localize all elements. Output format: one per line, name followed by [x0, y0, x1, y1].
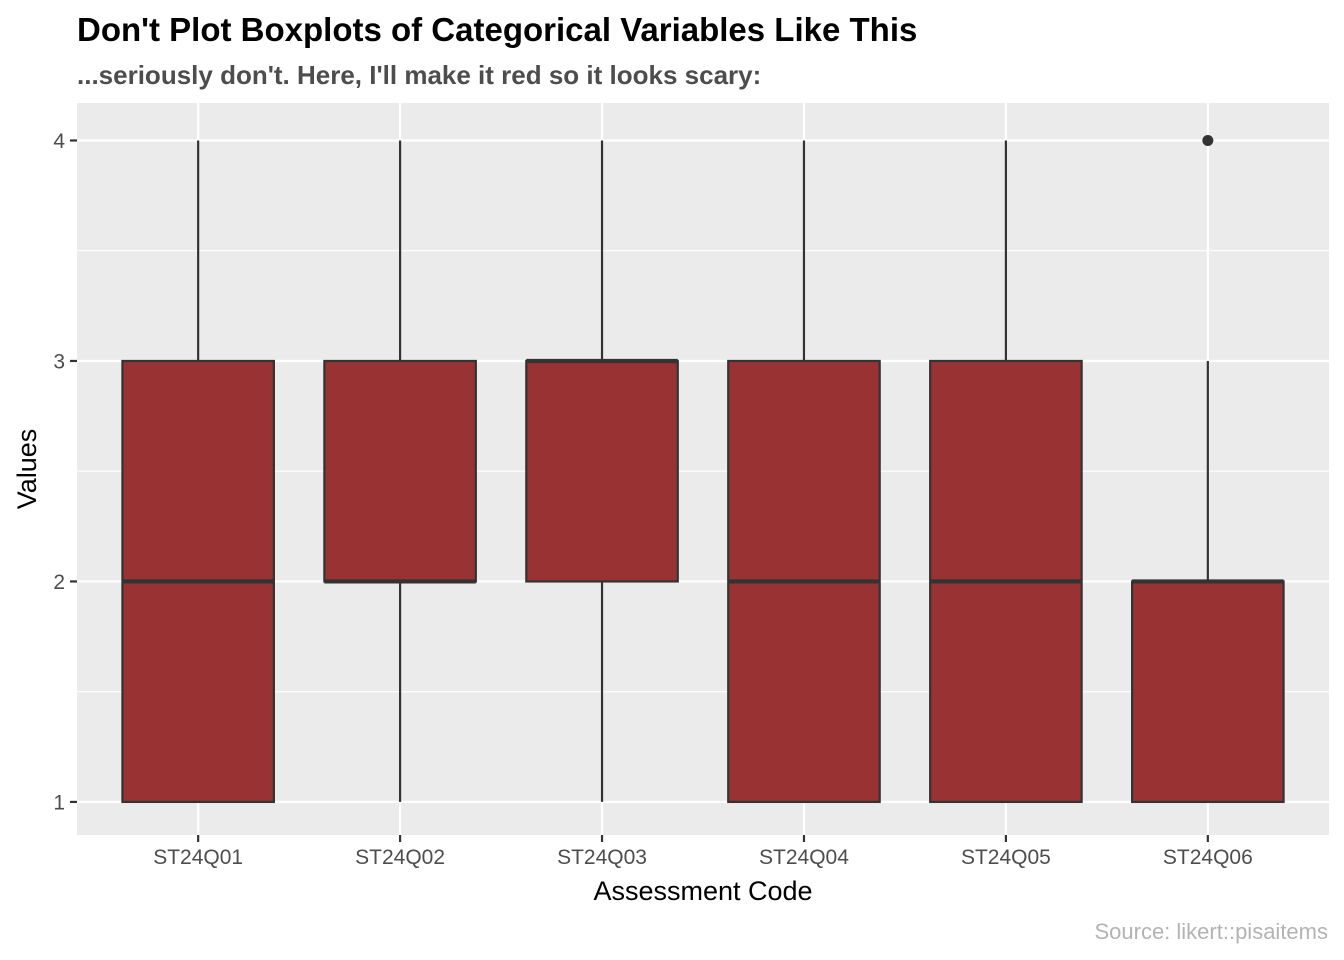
- y-tick-label: 3: [53, 350, 65, 373]
- plot-panel: [77, 103, 1329, 835]
- box-ST24Q06: [1131, 134, 1285, 804]
- box-body: [323, 359, 477, 583]
- box-body: [1131, 580, 1285, 804]
- x-tick-label: ST24Q04: [759, 846, 849, 869]
- chart-subtitle: ...seriously don't. Here, I'll make it r…: [77, 60, 761, 90]
- box-ST24Q03: [525, 140, 679, 802]
- y-tick-label: 2: [53, 571, 65, 594]
- chart-title: Don't Plot Boxplots of Categorical Varia…: [77, 11, 917, 48]
- x-axis-title: Assessment Code: [593, 876, 812, 906]
- box-ST24Q02: [323, 140, 477, 802]
- box-ST24Q04: [727, 140, 881, 804]
- y-tick-label: 4: [53, 130, 65, 153]
- axes: 1 2 3 4 ST24Q01 ST24Q02 ST24Q03 ST24Q04 ST24Q05 S…: [53, 130, 1252, 869]
- x-tick-label: ST24Q06: [1163, 846, 1253, 869]
- x-tick-label: ST24Q02: [355, 846, 445, 869]
- y-axis-title: Values: [12, 429, 42, 510]
- outlier-point: [1202, 134, 1214, 146]
- box-ST24Q01: [121, 140, 275, 804]
- chart-caption: Source: likert::pisaitems: [1094, 919, 1328, 944]
- x-tick-label: ST24Q03: [557, 846, 647, 869]
- boxes: [121, 134, 1285, 804]
- box-body: [525, 359, 679, 583]
- x-tick-label: ST24Q05: [961, 846, 1051, 869]
- x-tick-label: ST24Q01: [153, 846, 243, 869]
- y-tick-label: 1: [53, 791, 65, 814]
- box-ST24Q05: [929, 140, 1083, 804]
